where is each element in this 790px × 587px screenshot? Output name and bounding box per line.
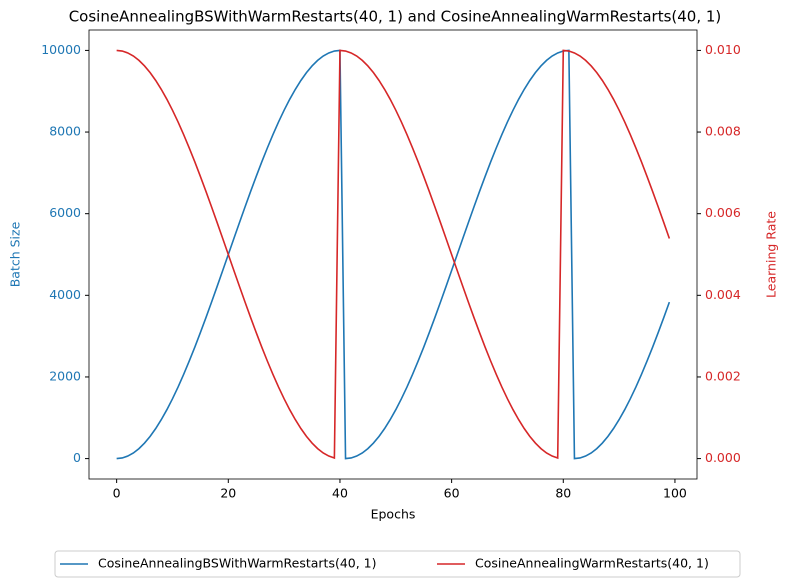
y2-tick-label: 0.004 [705,287,741,302]
y2-tick-label: 0.002 [705,368,741,383]
y-tick-label: 6000 [49,205,81,220]
chart-title: CosineAnnealingBSWithWarmRestarts(40, 1)… [69,8,722,26]
y-tick-label: 8000 [49,124,81,139]
x-tick-label: 40 [332,486,348,501]
y2-axis-label: Learning Rate [764,211,779,298]
legend-label: CosineAnnealingWarmRestarts(40, 1) [475,556,709,571]
y-tick-label: 2000 [49,368,81,383]
legend-box [54,550,741,578]
x-axis-label: Epochs [371,507,416,522]
x-tick-label: 20 [220,486,236,501]
x-tick-label: 60 [444,486,460,501]
y2-tick-label: 0.008 [705,124,741,139]
plot-frame [88,29,698,480]
y-tick-label: 4000 [49,287,81,302]
x-tick-label: 0 [113,486,121,501]
y2-tick-label: 0.000 [705,450,741,465]
y2-tick-label: 0.006 [705,205,741,220]
y-axis-label: Batch Size [8,221,23,287]
series-line [116,49,671,460]
x-tick-label: 100 [663,486,687,501]
y-tick-label: 0 [73,450,81,465]
x-tick-label: 80 [555,486,571,501]
series-line [116,49,671,460]
y-tick-label: 10000 [41,42,81,57]
y2-tick-label: 0.010 [705,42,741,57]
legend-label: CosineAnnealingBSWithWarmRestarts(40, 1) [98,556,377,571]
